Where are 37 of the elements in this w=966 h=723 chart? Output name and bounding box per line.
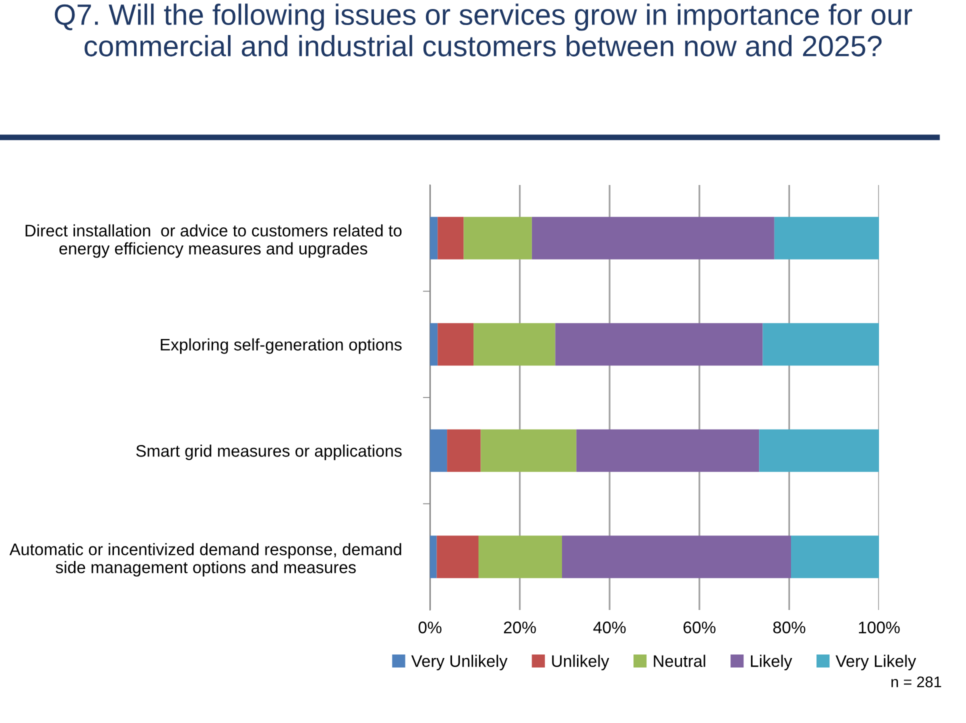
- x-tick-label: 60%: [684, 622, 716, 634]
- bar: [430, 429, 448, 472]
- text: n = 281: [891, 676, 942, 688]
- x-tick-label: 20%: [504, 622, 536, 634]
- legend-label: Very Unlikely: [411, 654, 508, 670]
- legend-label: Neutral: [654, 654, 706, 667]
- bar: [576, 429, 760, 472]
- y-tick-label: Direct installation or advice to customers related to energy efficiency measures and upgrades: [26, 224, 402, 258]
- bar: [762, 323, 879, 366]
- bar: [447, 429, 481, 472]
- bar: [438, 216, 464, 260]
- y-tick-label: Exploring self-generation options: [160, 338, 402, 354]
- bar: [532, 216, 774, 260]
- bar: [790, 536, 879, 578]
- bar: [480, 429, 576, 472]
- chart-title: Q7. Will the following issues or services grow in importance for our commercial and industrial customers between now and 2025?: [54, 4, 912, 56]
- bar: [430, 323, 438, 366]
- bar: [774, 216, 879, 260]
- x-tick-label: 0%: [418, 622, 442, 634]
- bar: [436, 536, 478, 578]
- y-tick-label: Automatic or incentivized demand response, demand side management options and measures: [9, 543, 402, 577]
- x-tick-label: 40%: [593, 622, 626, 634]
- x-tick-label: 80%: [773, 622, 806, 634]
- bar: [759, 429, 879, 472]
- y-tick-label: Smart grid measures or applications: [136, 444, 402, 460]
- bar: [438, 323, 474, 366]
- bar: [464, 216, 532, 260]
- legend-label: Very Likely: [836, 654, 916, 670]
- bar: [430, 216, 438, 260]
- legend-label: Likely: [750, 654, 792, 670]
- legend-label: Unlikely: [552, 654, 610, 670]
- bar: [478, 536, 562, 578]
- bar: [430, 536, 437, 578]
- bar: [555, 323, 763, 366]
- x-tick-label: 100%: [858, 622, 900, 634]
- bar: [474, 323, 556, 366]
- bar: [562, 536, 791, 578]
